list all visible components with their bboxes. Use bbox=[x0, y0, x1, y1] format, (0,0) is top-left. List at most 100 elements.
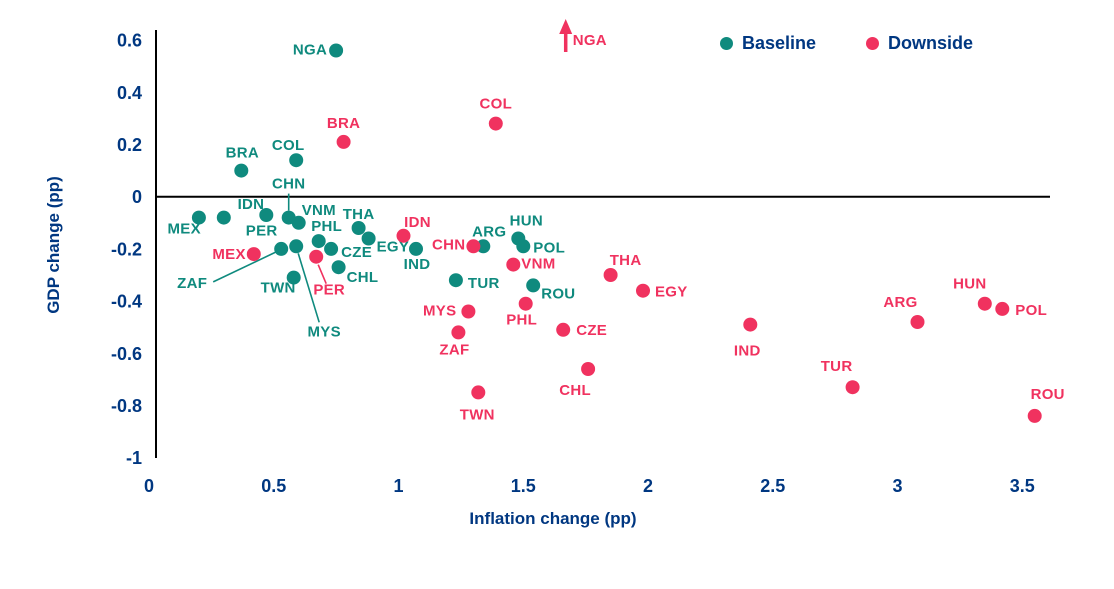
point-label-BRA: BRA bbox=[226, 145, 259, 162]
point-IDN-downside bbox=[396, 228, 411, 243]
point-ZAF-downside bbox=[451, 325, 466, 340]
point-label-IND: IND bbox=[734, 343, 761, 360]
point-MEX-baseline bbox=[191, 210, 206, 225]
point-EGY-baseline bbox=[361, 231, 376, 246]
point-MYS-downside bbox=[461, 304, 476, 319]
point-CZE-downside bbox=[556, 322, 571, 337]
point-label-THA: THA bbox=[610, 252, 642, 269]
downside-dot-icon bbox=[866, 37, 880, 50]
point-label-MYS: MYS bbox=[423, 303, 456, 320]
point-label-PHL: PHL bbox=[506, 312, 537, 329]
point-label-HUN: HUN bbox=[510, 213, 543, 230]
point-CHL-baseline bbox=[331, 260, 346, 275]
scatter-plot: 0.60.40.20-0.2-0.4-0.6-0.8-10 0.5 1 1.5 2 2.5… bbox=[111, 19, 1065, 496]
point-POL-baseline bbox=[516, 239, 531, 254]
point-label-MEX: MEX bbox=[167, 221, 200, 238]
point-label-CZE: CZE bbox=[576, 322, 607, 339]
x-tick-label: 3.5 bbox=[1010, 476, 1035, 496]
y-tick-label: 0.2 bbox=[117, 135, 142, 155]
point-label-ROU: ROU bbox=[541, 285, 575, 302]
point-label-CHL: CHL bbox=[559, 382, 591, 399]
legend-label-baseline: Baseline bbox=[742, 33, 817, 53]
point-VNM-baseline bbox=[291, 215, 306, 230]
point-VNM-downside bbox=[506, 257, 521, 272]
point-MEX-downside bbox=[246, 247, 261, 262]
point-ROU-baseline bbox=[526, 278, 541, 293]
point-label-TUR: TUR bbox=[468, 275, 500, 292]
point-label-THA: THA bbox=[343, 206, 375, 223]
point-label-VNM: VNM bbox=[521, 256, 555, 273]
point-label-COL: COL bbox=[480, 96, 513, 113]
legend-label-downside: Downside bbox=[888, 33, 974, 53]
leader-line-MYS bbox=[297, 253, 320, 323]
y-tick-label: 0 bbox=[132, 187, 142, 207]
legend-item-baseline[interactable]: Baseline bbox=[720, 33, 816, 54]
point-label-MEX: MEX bbox=[212, 246, 245, 263]
x-axis-title: Inflation change (pp) bbox=[469, 509, 637, 528]
legend-item-downside[interactable]: Downside bbox=[866, 33, 973, 54]
point-MYS-baseline bbox=[289, 239, 304, 254]
point-label-COL: COL bbox=[272, 137, 305, 154]
point-IDN-baseline bbox=[259, 208, 274, 222]
point-label-POL: POL bbox=[533, 239, 565, 256]
x-tick-label: 1.5 bbox=[511, 476, 536, 496]
point-label-EGY: EGY bbox=[655, 284, 688, 301]
point-label-ZAF: ZAF bbox=[439, 341, 469, 358]
point-HUN-downside bbox=[977, 296, 992, 311]
point-IND-baseline bbox=[409, 241, 423, 256]
point-label-PER: PER bbox=[313, 282, 345, 299]
point-PER-downside bbox=[309, 249, 324, 264]
point-TUR-baseline bbox=[448, 273, 463, 288]
point-label-IND: IND bbox=[404, 256, 431, 273]
point-PHL-baseline bbox=[311, 234, 326, 249]
point-label-BRA: BRA bbox=[327, 115, 360, 132]
point-CZE-baseline bbox=[324, 241, 339, 256]
point-label-EGY: EGY bbox=[377, 239, 410, 256]
point-TWN-baseline bbox=[286, 270, 301, 285]
point-ARG-downside bbox=[910, 315, 925, 329]
y-tick-label: -0.2 bbox=[111, 239, 142, 259]
point-label-TWN: TWN bbox=[460, 406, 495, 423]
point-label-HUN: HUN bbox=[953, 276, 986, 293]
point-POL-downside bbox=[995, 301, 1010, 316]
legend: Baseline Downside bbox=[720, 33, 973, 54]
point-label-CHN: CHN bbox=[272, 176, 305, 193]
point-TWN-downside bbox=[471, 385, 486, 400]
y-tick-label: -0.6 bbox=[111, 344, 142, 364]
point-label-NGA: NGA bbox=[293, 42, 327, 59]
y-tick-label: -0.8 bbox=[111, 396, 142, 416]
point-label-CHN: CHN bbox=[432, 236, 465, 253]
point-TUR-downside bbox=[845, 380, 860, 395]
leader-line-ZAF bbox=[212, 251, 277, 283]
x-tick-label: 1 bbox=[393, 476, 403, 496]
y-tick-label: -1 bbox=[126, 448, 142, 468]
point-BRA-baseline bbox=[234, 163, 249, 178]
point-label-VNM: VNM bbox=[302, 202, 336, 219]
point-CHL-downside bbox=[581, 362, 596, 376]
point-BRA-downside bbox=[336, 134, 351, 149]
y-tick-label: -0.4 bbox=[111, 292, 142, 312]
point-NGA-baseline bbox=[329, 43, 344, 58]
point-label-IDN: IDN bbox=[238, 196, 265, 213]
point-CHN-downside bbox=[466, 239, 481, 254]
point-label-CHL: CHL bbox=[347, 269, 379, 286]
y-tick-label: 0.6 bbox=[117, 31, 142, 51]
point-THA-downside bbox=[603, 268, 618, 282]
point-ZAF-baseline bbox=[274, 241, 289, 256]
point-label-CZE: CZE bbox=[341, 244, 372, 261]
point-label-ROU: ROU bbox=[1031, 386, 1065, 403]
point-label-PER: PER bbox=[246, 223, 278, 240]
x-tick-label: 2.5 bbox=[760, 476, 785, 496]
point-PER-baseline bbox=[216, 210, 231, 225]
point-label-ARG: ARG bbox=[472, 223, 506, 240]
point-COL-downside bbox=[488, 116, 503, 131]
offscale-arrowhead-NGA bbox=[559, 19, 573, 34]
x-tick-label: 0 bbox=[144, 476, 154, 496]
x-tick-label: 3 bbox=[892, 476, 902, 496]
x-tick-label: 0.5 bbox=[261, 476, 286, 496]
point-label-ARG: ARG bbox=[883, 294, 917, 311]
y-tick-label: 0.4 bbox=[117, 83, 142, 103]
point-label-POL: POL bbox=[1015, 302, 1047, 319]
point-label-ZAF: ZAF bbox=[177, 275, 207, 292]
